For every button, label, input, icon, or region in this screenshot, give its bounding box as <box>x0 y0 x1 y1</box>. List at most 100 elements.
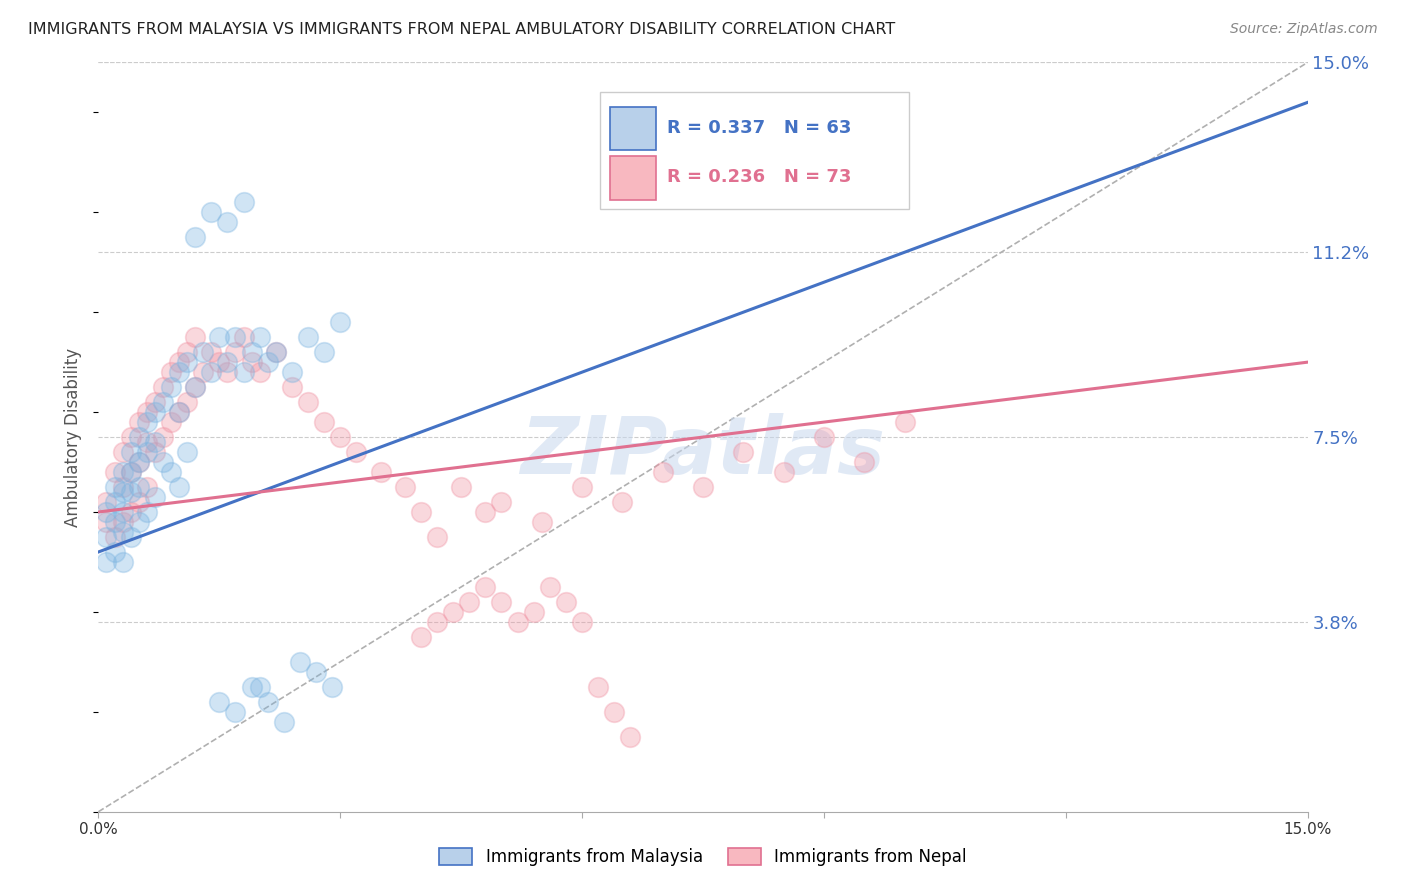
Point <box>143 435 166 450</box>
Point <box>297 330 319 344</box>
Point <box>264 345 287 359</box>
Point <box>208 330 231 344</box>
Point <box>96 515 118 529</box>
Point <box>813 430 835 444</box>
Text: R = 0.337   N = 63: R = 0.337 N = 63 <box>666 120 851 137</box>
Point <box>143 395 166 409</box>
Point <box>281 380 304 394</box>
Point <box>103 480 125 494</box>
Point <box>143 445 166 459</box>
Point <box>200 205 222 219</box>
Point <box>120 530 142 544</box>
Point <box>193 345 215 359</box>
Point <box>135 415 157 429</box>
Point <box>120 485 142 500</box>
Point <box>249 365 271 379</box>
Point <box>111 524 134 539</box>
Point <box>256 695 278 709</box>
Point <box>120 505 142 519</box>
Point <box>176 355 198 369</box>
Point <box>128 415 150 429</box>
Point <box>344 445 367 459</box>
Point <box>128 455 150 469</box>
Point <box>409 630 432 644</box>
Point <box>612 495 634 509</box>
Point <box>128 480 150 494</box>
Point <box>264 345 287 359</box>
Point <box>491 495 513 509</box>
Point <box>128 455 150 469</box>
Point <box>184 230 207 244</box>
Point <box>103 530 125 544</box>
Point <box>167 365 190 379</box>
Point <box>571 480 593 494</box>
Point <box>240 345 263 359</box>
Point <box>586 680 609 694</box>
Point <box>853 455 876 469</box>
Point <box>571 615 593 629</box>
Point <box>135 505 157 519</box>
Point <box>120 430 142 444</box>
Point <box>555 595 578 609</box>
Point <box>184 380 207 394</box>
Point <box>474 580 496 594</box>
Point <box>474 505 496 519</box>
Point <box>441 605 464 619</box>
Point <box>176 395 198 409</box>
Point <box>135 405 157 419</box>
Point <box>96 530 118 544</box>
Point <box>619 730 641 744</box>
Point <box>281 365 304 379</box>
Point <box>128 515 150 529</box>
Point <box>506 615 529 629</box>
FancyBboxPatch shape <box>610 156 655 200</box>
Point <box>160 415 183 429</box>
Point <box>152 430 174 444</box>
Point <box>651 465 673 479</box>
Point <box>167 480 190 494</box>
Point <box>329 430 352 444</box>
Point <box>370 465 392 479</box>
Point <box>200 345 222 359</box>
Point <box>232 365 254 379</box>
FancyBboxPatch shape <box>610 107 655 150</box>
Point <box>314 415 336 429</box>
Point <box>394 480 416 494</box>
Point <box>120 445 142 459</box>
Point <box>135 435 157 450</box>
Point <box>111 480 134 494</box>
Point <box>160 380 183 394</box>
Point <box>160 465 183 479</box>
Point <box>208 355 231 369</box>
Point <box>111 555 134 569</box>
Point <box>232 330 254 344</box>
Point <box>96 505 118 519</box>
Point <box>329 315 352 329</box>
Point <box>240 680 263 694</box>
Text: ZIPatlas: ZIPatlas <box>520 413 886 491</box>
Point <box>167 405 190 419</box>
Point <box>96 555 118 569</box>
Point <box>256 355 278 369</box>
Point <box>111 515 134 529</box>
Point <box>603 705 626 719</box>
Point <box>426 530 449 544</box>
Point <box>96 495 118 509</box>
Point <box>143 405 166 419</box>
Point <box>893 415 915 429</box>
Point <box>297 395 319 409</box>
Point <box>217 365 239 379</box>
Point <box>692 480 714 494</box>
Point <box>458 595 481 609</box>
Point <box>321 680 343 694</box>
Point <box>217 355 239 369</box>
Point <box>224 705 246 719</box>
Point <box>426 615 449 629</box>
FancyBboxPatch shape <box>600 93 908 209</box>
Text: Source: ZipAtlas.com: Source: ZipAtlas.com <box>1230 22 1378 37</box>
Point <box>208 695 231 709</box>
Point <box>184 380 207 394</box>
Point <box>232 195 254 210</box>
Point <box>273 714 295 729</box>
Point <box>128 495 150 509</box>
